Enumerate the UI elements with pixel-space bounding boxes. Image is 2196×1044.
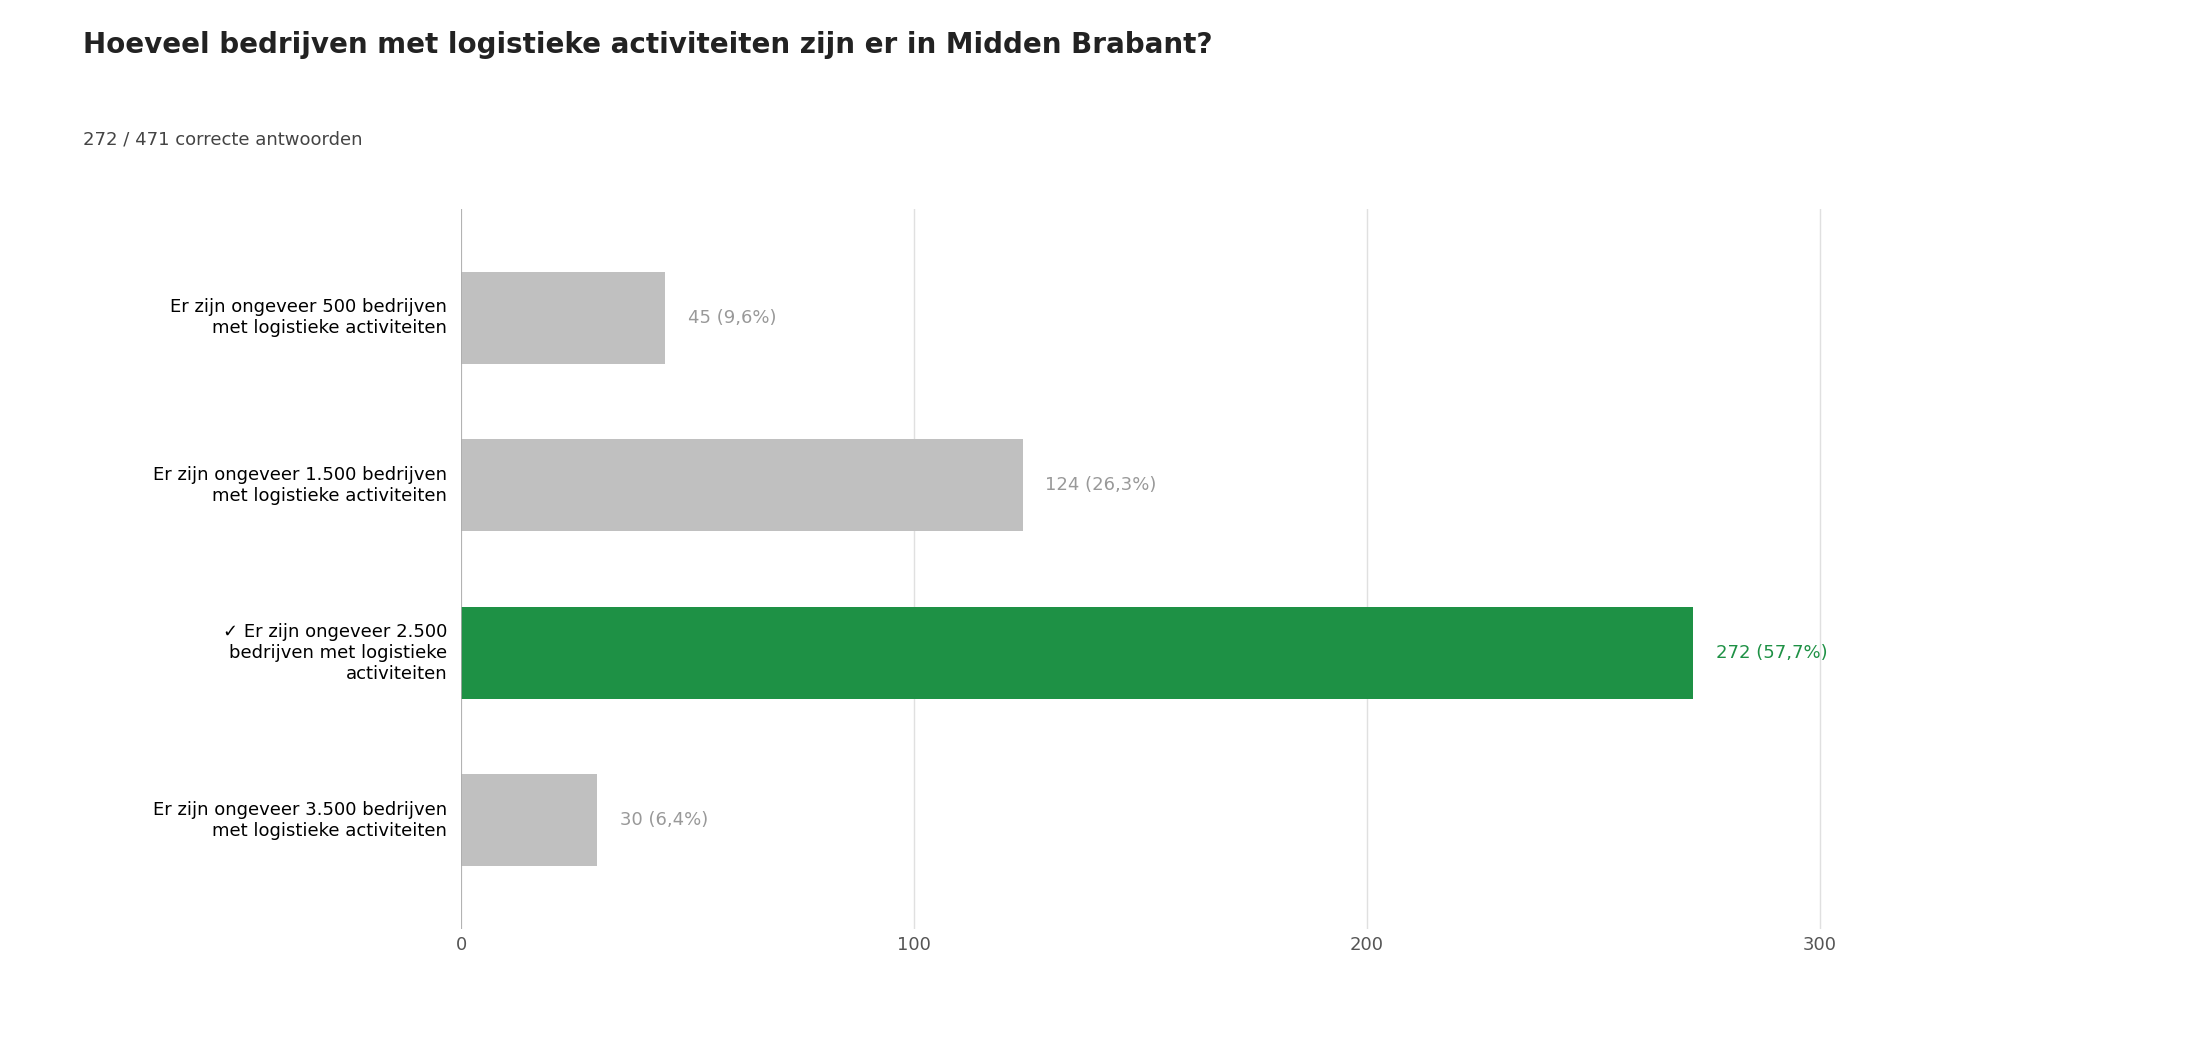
Text: 272 (57,7%): 272 (57,7%) — [1715, 644, 1827, 662]
Text: Hoeveel bedrijven met logistieke activiteiten zijn er in Midden Brabant?: Hoeveel bedrijven met logistieke activit… — [83, 31, 1212, 60]
Bar — [461, 440, 1023, 531]
Text: 124 (26,3%): 124 (26,3%) — [1045, 476, 1157, 494]
Text: 45 (9,6%): 45 (9,6%) — [687, 309, 775, 327]
Bar — [461, 607, 1693, 698]
Bar — [461, 271, 665, 363]
Bar — [461, 775, 597, 867]
Text: 30 (6,4%): 30 (6,4%) — [619, 811, 707, 829]
Text: 272 / 471 correcte antwoorden: 272 / 471 correcte antwoorden — [83, 130, 362, 148]
